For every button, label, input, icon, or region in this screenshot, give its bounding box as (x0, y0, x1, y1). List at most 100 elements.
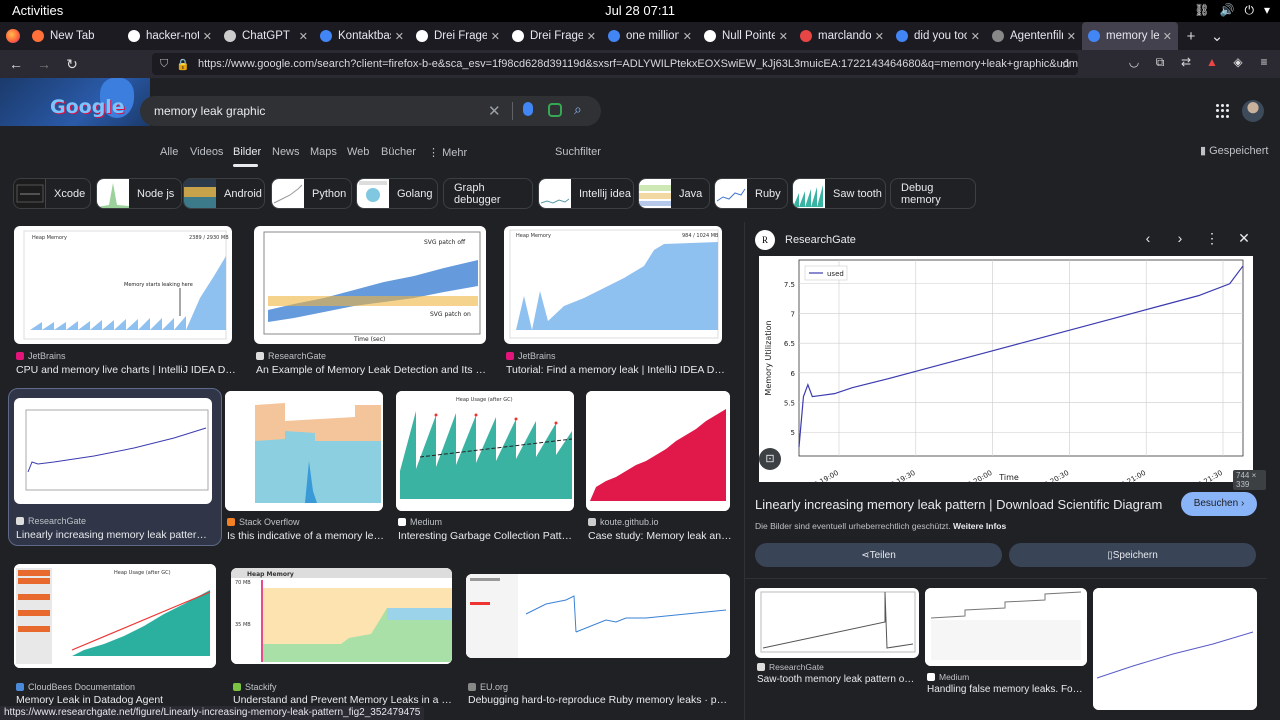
result-source[interactable]: Medium (398, 517, 442, 527)
back-button[interactable]: ← (9, 56, 23, 72)
search-input[interactable]: memory leak graphic (154, 104, 266, 118)
saved-link[interactable]: ▮ Gespeichert (1200, 144, 1268, 157)
google-doodle-logo[interactable]: Google (0, 78, 150, 126)
browser-tab[interactable]: Drei Fragen u✕ (506, 22, 602, 50)
forward-button[interactable]: → (37, 56, 51, 72)
result-source[interactable]: Medium (927, 672, 969, 682)
list-all-tabs-button[interactable]: ⌄ (1210, 28, 1224, 45)
close-tab-icon[interactable]: ✕ (586, 30, 596, 43)
browser-tab[interactable]: memory leak✕ (1082, 22, 1178, 50)
related-thumbnail[interactable] (925, 588, 1087, 666)
new-tab-button[interactable]: + (1186, 27, 1196, 45)
activities-button[interactable]: Activities (12, 3, 64, 18)
browser-tab[interactable]: Drei Fragen u✕ (410, 22, 506, 50)
tab-videos[interactable]: Videos (190, 146, 224, 158)
browser-tab[interactable]: Null Pointer I✕ (698, 22, 794, 50)
preview-title[interactable]: Linearly increasing memory leak pattern … (755, 497, 1163, 512)
chip-ruby[interactable]: Ruby (714, 178, 788, 209)
account-avatar[interactable] (1242, 100, 1264, 122)
result-source[interactable]: ResearchGate (256, 351, 326, 361)
chip-python[interactable]: Python (271, 178, 352, 209)
search-icon[interactable]: ⌕ (574, 101, 582, 117)
result-thumbnail[interactable]: SVG patch off SVG patch on Time (sec) (254, 226, 486, 344)
result-title[interactable]: Tutorial: Find a memory leak | IntelliJ … (506, 364, 728, 376)
result-thumbnail[interactable]: Heap Usage (after GC) (396, 391, 574, 511)
tab-mehr[interactable]: ⋮ Mehr (428, 146, 467, 159)
chip-xcode[interactable]: Xcode (13, 178, 91, 209)
browser-tab[interactable]: Agentenfilm✕ (986, 22, 1082, 50)
search-tools-button[interactable]: Suchfilter (555, 146, 601, 158)
clock[interactable]: Jul 28 07:11 (605, 3, 675, 18)
tab-maps[interactable]: Maps (310, 146, 337, 158)
url-bar[interactable]: ⛉ 🔒 https://www.google.com/search?client… (152, 53, 1078, 75)
extensions-icon[interactable]: ⧉ (1155, 55, 1165, 69)
result-title[interactable]: Debugging hard-to-reproduce Ruby memory … (468, 694, 730, 706)
result-title[interactable]: Is this indicative of a memory lea... (227, 530, 385, 542)
result-source[interactable]: JetBrains (16, 351, 66, 361)
chip-android[interactable]: Android (183, 178, 265, 209)
result-thumbnail[interactable]: Heap Memory 70 MB 35 MB (231, 568, 452, 664)
previous-image-button[interactable]: ‹ (1145, 230, 1151, 246)
result-source[interactable]: EU.org (468, 682, 508, 692)
browser-tab[interactable]: one million d✕ (602, 22, 698, 50)
result-source[interactable]: koute.github.io (588, 517, 659, 527)
result-title[interactable]: CPU and memory live charts | IntelliJ ID… (16, 364, 238, 376)
google-lens-icon[interactable] (548, 103, 562, 117)
result-thumbnail[interactable] (466, 574, 730, 658)
browser-tab[interactable]: did you took✕ (890, 22, 986, 50)
save-button[interactable]: ▯ Speichern (1009, 543, 1256, 567)
related-title[interactable]: Saw-tooth memory leak pattern obs... (757, 674, 917, 685)
tab-web[interactable]: Web (347, 146, 370, 158)
related-title[interactable]: Handling false memory leaks. For t... (927, 684, 1085, 695)
close-icon[interactable]: ✕ (1238, 230, 1250, 246)
preview-image[interactable]: 5 5.5 6 6.5 7 7.5 19 19:00 19 19:30 19 20:00 19 2… (759, 256, 1253, 491)
share-button[interactable]: ⋖ Teilen (755, 543, 1002, 567)
tab-bilder[interactable]: Bilder (233, 146, 262, 158)
result-thumbnail[interactable]: Heap Memory 984 / 1024 MB (504, 226, 722, 344)
result-source[interactable]: Stackify (233, 682, 277, 692)
clear-search-icon[interactable]: ✕ (488, 103, 501, 120)
result-thumbnail[interactable]: Heap Memory 2389 / 2930 MB Memory starts… (14, 226, 232, 344)
result-source[interactable]: Stack Overflow (227, 517, 300, 527)
browser-tab[interactable]: ChatGPT ✕ (218, 22, 314, 50)
close-tab-icon[interactable]: ✕ (298, 30, 308, 43)
addon-icon[interactable]: ▲ (1206, 55, 1218, 69)
result-source[interactable]: ResearchGate (16, 516, 86, 526)
bookmark-star-icon[interactable]: ☆ (1060, 56, 1072, 71)
reload-button[interactable]: ↻ (66, 55, 78, 72)
chip-saw-tooth[interactable]: Saw tooth (792, 178, 886, 209)
tab-news[interactable]: News (272, 146, 300, 158)
close-tab-icon[interactable]: ✕ (394, 30, 404, 43)
system-tray[interactable]: ⛓ 🔊 ⏻ ▾ (1194, 3, 1270, 18)
more-info-link[interactable]: Weitere Infos (952, 521, 1007, 531)
more-options-icon[interactable]: ⋮ (1205, 230, 1219, 246)
next-image-button[interactable]: › (1177, 230, 1183, 246)
search-box[interactable]: memory leak graphic ✕ ⌕ (140, 96, 601, 126)
browser-tab[interactable]: marclandolt✕ (794, 22, 890, 50)
result-source[interactable]: CloudBees Documentation (16, 682, 135, 692)
related-thumbnail[interactable] (1093, 588, 1257, 710)
close-tab-icon[interactable]: ✕ (1066, 30, 1076, 43)
result-source[interactable]: JetBrains (506, 351, 556, 361)
close-tab-icon[interactable]: ✕ (490, 30, 500, 43)
result-title[interactable]: Case study: Memory leak ana... (588, 530, 732, 542)
result-title[interactable]: An Example of Memory Leak Detection and … (256, 364, 488, 376)
chip-intellij-idea[interactable]: Intellij idea (538, 178, 634, 209)
pocket-icon[interactable]: ◡ (1128, 55, 1140, 69)
close-tab-icon[interactable]: ✕ (778, 30, 788, 43)
firefox-view-button[interactable] (0, 22, 26, 50)
result-thumbnail[interactable]: Heap Usage (after GC) (14, 564, 216, 668)
panel-source-header[interactable]: R ResearchGate (755, 230, 856, 250)
browser-tab[interactable]: New Tab (26, 22, 122, 50)
result-title[interactable]: Memory Leak in Datadog Agent (16, 694, 164, 706)
result-thumbnail[interactable] (586, 391, 730, 511)
browser-tab[interactable]: hacker-notes✕ (122, 22, 218, 50)
chip-debug-memory[interactable]: Debug memory (890, 178, 976, 209)
close-tab-icon[interactable]: ✕ (202, 30, 212, 43)
lens-search-icon[interactable]: ⊡ (759, 448, 781, 470)
menu-icon[interactable]: ≡ (1260, 55, 1268, 69)
tab-buecher[interactable]: Bücher (381, 146, 416, 158)
translate-icon[interactable]: ⇄ (1180, 55, 1192, 69)
close-tab-icon[interactable]: ✕ (1162, 30, 1172, 43)
google-apps-icon[interactable] (1216, 104, 1230, 118)
